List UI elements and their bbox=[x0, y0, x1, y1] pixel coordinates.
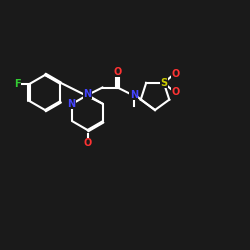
Text: O: O bbox=[84, 138, 92, 148]
Text: F: F bbox=[14, 79, 21, 89]
Text: N: N bbox=[67, 99, 75, 109]
Text: S: S bbox=[160, 78, 168, 88]
Text: N: N bbox=[130, 90, 138, 100]
Text: N: N bbox=[84, 89, 92, 99]
Text: O: O bbox=[172, 69, 180, 79]
Text: O: O bbox=[113, 67, 122, 77]
Text: O: O bbox=[172, 86, 180, 97]
